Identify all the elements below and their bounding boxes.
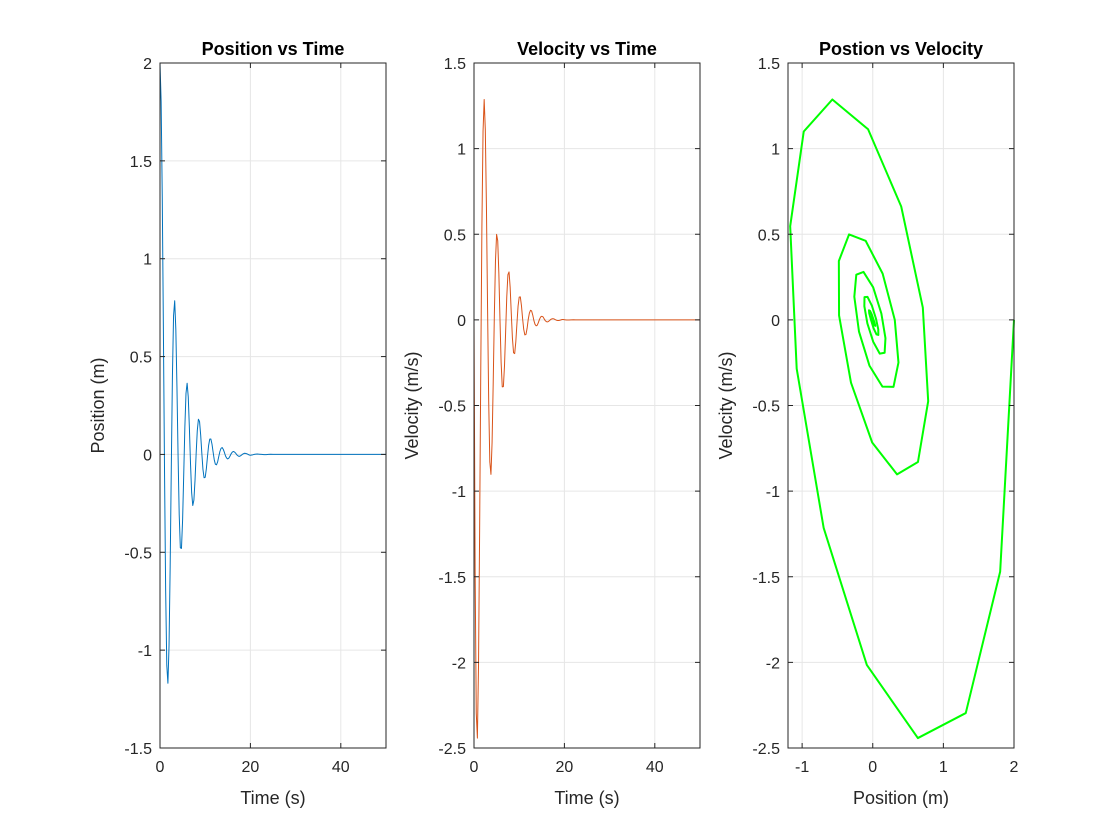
y-tick-label: -2.5 — [752, 741, 780, 758]
y-tick-label: -1.5 — [752, 570, 780, 587]
x-axis-label: Time (s) — [240, 788, 305, 808]
y-axis-label: Position (m) — [88, 357, 108, 453]
x-axis-label: Time (s) — [554, 788, 619, 808]
axes-frame — [159, 62, 387, 749]
y-tick-label: 0.5 — [130, 350, 152, 367]
y-tick-label: 0 — [771, 313, 780, 330]
y-tick-label: -2 — [452, 655, 466, 672]
y-tick-label: -0.5 — [752, 399, 780, 416]
y-axis-label: Velocity (m/s) — [716, 351, 736, 459]
y-tick-label: 0.5 — [444, 227, 466, 244]
velocity-vs-time-axes: 0 20 40 -2.5 -2 -1.5 -1 -0.5 0 0.5 1 1.5 Velocity vs… — [402, 39, 701, 808]
y-tick-label: -2 — [766, 655, 780, 672]
chart-title: Position vs Time — [202, 39, 345, 59]
x-tick-label: 0 — [470, 759, 479, 776]
y-tick-label: 1.5 — [758, 56, 780, 73]
position-vs-time-axes: 0 20 40 -1.5 -1 -0.5 0 0.5 1 1.5 2 Position vs Time… — [88, 39, 387, 808]
chart-title: Velocity vs Time — [517, 39, 657, 59]
y-tick-label: 0.5 — [758, 227, 780, 244]
plot-area — [160, 63, 386, 748]
y-tick-label: 1 — [143, 252, 152, 269]
series-line — [473, 98, 700, 739]
y-tick-label: 1.5 — [130, 154, 152, 171]
x-tick-label: 40 — [332, 759, 350, 776]
series-line — [789, 98, 1015, 740]
y-tick-label: -1 — [452, 484, 466, 501]
y-tick-label: 0 — [457, 313, 466, 330]
y-tick-label: -0.5 — [124, 545, 152, 562]
x-tick-label: 2 — [1010, 759, 1019, 776]
y-tick-label: 1.5 — [444, 56, 466, 73]
y-axis-label: Velocity (m/s) — [402, 351, 422, 459]
series-line — [159, 62, 386, 684]
x-tick-label: 20 — [556, 759, 574, 776]
y-tick-label: 1 — [457, 142, 466, 159]
x-tick-label: 1 — [939, 759, 948, 776]
x-tick-label: 0 — [156, 759, 165, 776]
y-tick-label: -1 — [138, 643, 152, 660]
position-vs-velocity-axes: -1 0 1 2 -2.5 -2 -1.5 -1 -0.5 0 0.5 1 1.5 Postion vs … — [716, 39, 1019, 808]
y-tick-label: -2.5 — [438, 741, 466, 758]
x-tick-label: -1 — [795, 759, 809, 776]
y-tick-label: -0.5 — [438, 399, 466, 416]
y-tick-label: -1.5 — [438, 570, 466, 587]
x-axis-label: Position (m) — [853, 788, 949, 808]
x-tick-label: 20 — [242, 759, 260, 776]
y-tick-label: -1.5 — [124, 741, 152, 758]
chart-title: Postion vs Velocity — [819, 39, 983, 59]
x-tick-label: 40 — [646, 759, 664, 776]
y-tick-label: -1 — [766, 484, 780, 501]
x-tick-label: 0 — [868, 759, 877, 776]
y-tick-label: 0 — [143, 447, 152, 464]
y-tick-label: 2 — [143, 56, 152, 73]
y-tick-label: 1 — [771, 142, 780, 159]
